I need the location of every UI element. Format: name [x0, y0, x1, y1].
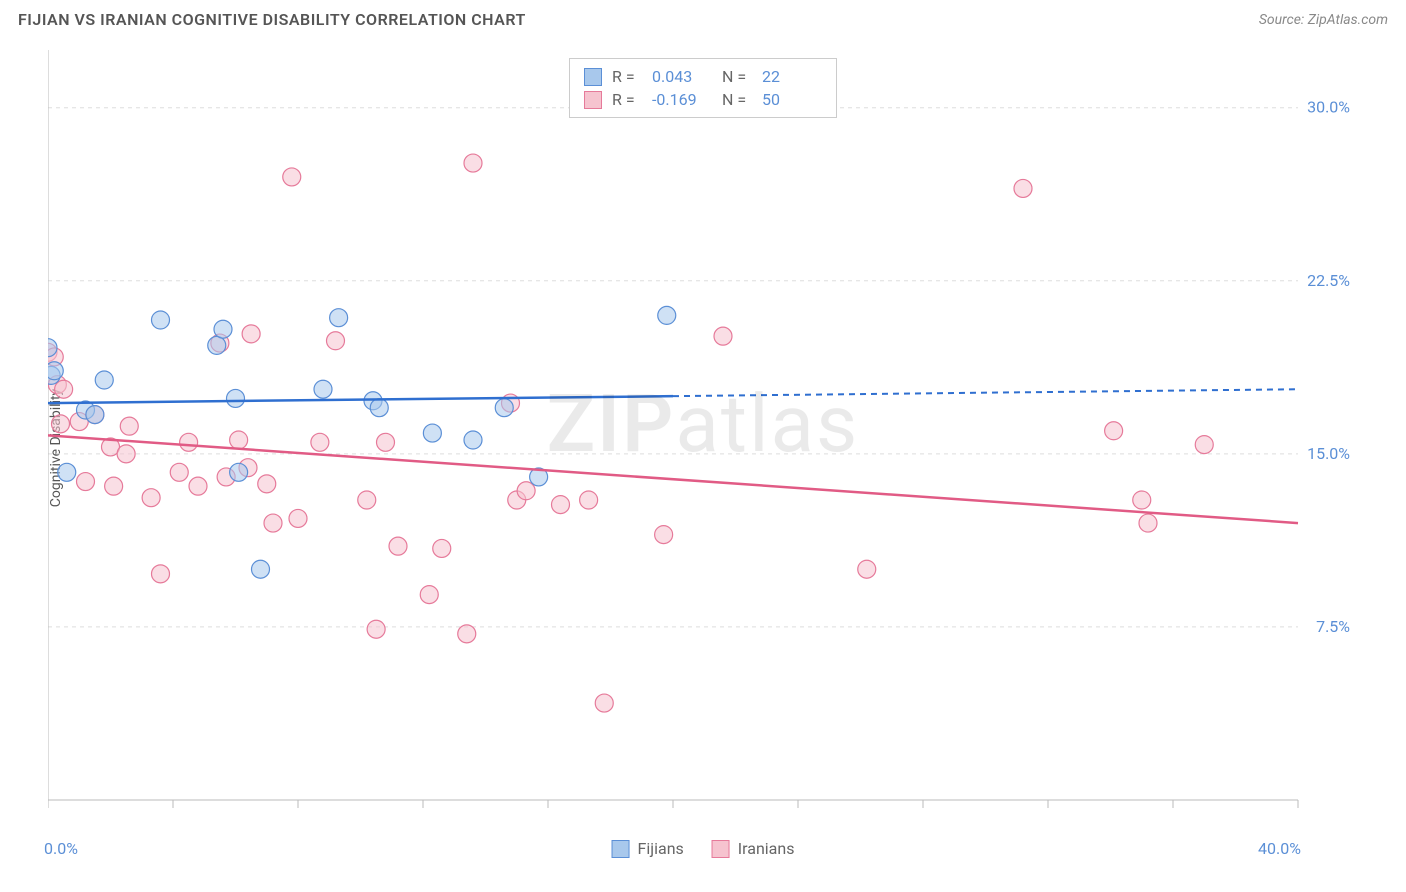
- scatter-plot: 7.5% 15.0% 22.5% 30.0%: [48, 50, 1358, 830]
- legend-series-item: Iranians: [712, 839, 795, 858]
- legend-n-value: 50: [762, 90, 822, 109]
- legend-swatch: [584, 68, 602, 86]
- svg-text:22.5%: 22.5%: [1307, 271, 1350, 290]
- legend-series-label: Iranians: [738, 839, 795, 858]
- svg-text:30.0%: 30.0%: [1307, 98, 1350, 117]
- legend-swatch: [612, 840, 630, 858]
- legend-series-item: Fijians: [612, 839, 684, 858]
- series-legend: Fijians Iranians: [612, 839, 795, 858]
- x-tick-label: 0.0%: [44, 839, 78, 858]
- source-label: Source: ZipAtlas.com: [1259, 12, 1388, 28]
- svg-text:15.0%: 15.0%: [1307, 444, 1350, 463]
- legend-n-label: N =: [722, 67, 752, 86]
- legend-swatch: [584, 91, 602, 109]
- legend-r-label: R =: [612, 90, 642, 109]
- legend-r-value: 0.043: [652, 67, 712, 86]
- chart-title: FIJIAN VS IRANIAN COGNITIVE DISABILITY C…: [18, 10, 526, 29]
- svg-text:7.5%: 7.5%: [1316, 617, 1350, 636]
- correlation-legend: R = 0.043 N = 22 R = -0.169 N = 50: [569, 58, 837, 118]
- legend-r-value: -0.169: [652, 90, 712, 109]
- legend-row: R = -0.169 N = 50: [584, 88, 822, 111]
- legend-n-value: 22: [762, 67, 822, 86]
- legend-swatch: [712, 840, 730, 858]
- legend-series-label: Fijians: [638, 839, 684, 858]
- x-tick-label: 40.0%: [1258, 839, 1301, 858]
- legend-r-label: R =: [612, 67, 642, 86]
- legend-n-label: N =: [722, 90, 752, 109]
- legend-row: R = 0.043 N = 22: [584, 65, 822, 88]
- chart-area: Cognitive Disability 7.5%15.0%22.5%30.0%…: [48, 50, 1358, 830]
